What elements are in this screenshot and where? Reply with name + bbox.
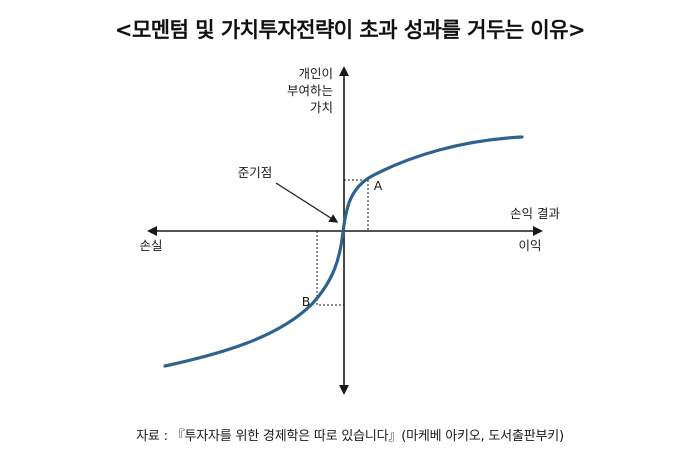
x-axis-result-label: 손익 결과 <box>510 206 560 221</box>
reference-point-arrow <box>275 182 339 223</box>
point-b-guides <box>316 231 344 306</box>
value-function-curve <box>163 135 524 368</box>
source-citation: 자료 : 『투자자를 위한 경제학은 따로 있습니다』(마케베 아키오, 도서출… <box>136 429 564 444</box>
reference-point-label: 준기점 <box>238 165 273 180</box>
y-axis-label-line-1: 개인이 <box>298 66 333 81</box>
x-axis-loss-label: 손실 <box>139 238 162 253</box>
y-axis-label-line-3: 가치 <box>310 100 333 115</box>
y-axis-label-line-2: 부여하는 <box>287 83 333 98</box>
figure-title: <모멘텀 및 가치투자전략이 초과 성과를 거두는 이유> <box>114 18 586 42</box>
point-b-label: B <box>302 294 311 309</box>
x-axis-gain-label: 이익 <box>518 238 541 253</box>
point-a-label: A <box>374 178 383 193</box>
